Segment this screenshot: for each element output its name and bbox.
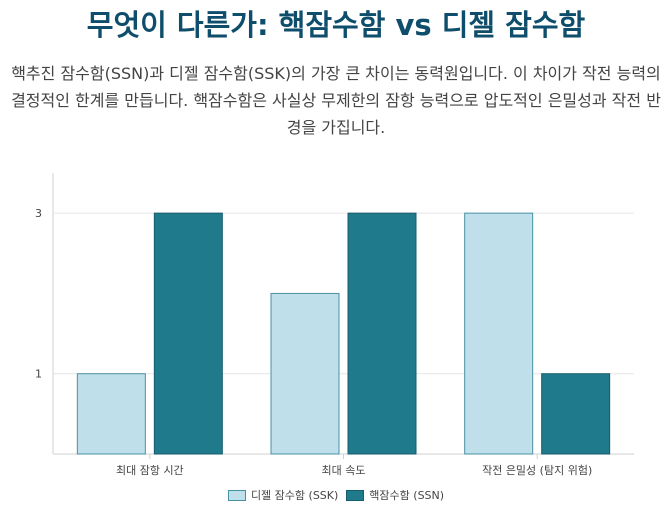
legend-item-nuclear[interactable]: 핵잠수함 (SSN) xyxy=(346,487,444,503)
bar-nuclear xyxy=(347,212,417,455)
x-tick-label: 최대 속도 xyxy=(322,464,366,477)
legend-swatch-diesel xyxy=(227,489,246,501)
x-tick-label: 작전 은밀성 (탐지 위험) xyxy=(482,464,592,477)
bar-diesel xyxy=(270,292,340,455)
bar-nuclear xyxy=(541,373,611,455)
y-tick-label: 1 xyxy=(35,368,42,381)
page-title: 무엇이 다른가: 핵잠수함 vs 디젤 잠수함 xyxy=(86,8,586,42)
bar-nuclear xyxy=(153,212,223,455)
y-tick-label: 3 xyxy=(35,207,42,220)
legend-item-diesel[interactable]: 디젤 잠수함 (SSK) xyxy=(227,487,339,503)
bar-diesel xyxy=(464,212,534,455)
legend-label-diesel: 디젤 잠수함 (SSK) xyxy=(250,489,339,502)
x-tick-label: 최대 잠항 시간 xyxy=(116,464,184,477)
chart-legend: 디젤 잠수함 (SSK) 핵잠수함 (SSN) xyxy=(0,487,672,503)
page-description: 핵추진 잠수함(SSN)과 디젤 잠수함(SSK)의 가장 큰 차이는 동력원입… xyxy=(11,64,661,137)
legend-label-nuclear: 핵잠수함 (SSN) xyxy=(369,489,445,502)
legend-swatch-nuclear xyxy=(346,489,365,501)
bar-diesel xyxy=(76,373,146,455)
